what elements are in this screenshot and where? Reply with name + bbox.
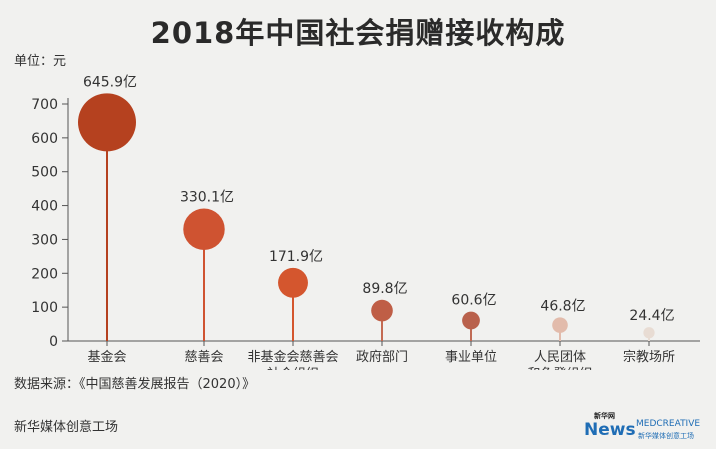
y-tick-label: 700 — [31, 97, 58, 113]
chart-title: 2018年中国社会捐赠接收构成 — [150, 16, 566, 50]
y-tick-label: 100 — [31, 300, 58, 316]
data-label: 60.6亿 — [451, 293, 496, 309]
lollipop-bubble — [371, 299, 393, 322]
x-tick-label: 慈善会 — [184, 349, 223, 365]
publisher-logos: News 新华网 MEDCREATIVE 新华媒体创意工场 — [584, 411, 700, 440]
lollipop-bubble — [462, 311, 480, 330]
medcreative-mark: MEDCREATIVE — [636, 419, 700, 429]
data-label: 171.9亿 — [269, 249, 323, 265]
data-label: 330.1亿 — [180, 190, 234, 206]
news-mark: News — [584, 420, 636, 440]
xinhua-mark: 新华网 — [594, 411, 615, 420]
x-tick-label: 和免登组织 — [527, 367, 592, 370]
credit-text: 新华媒体创意工场 — [14, 420, 119, 435]
lollipop-bubble — [183, 208, 225, 250]
x-tick-label: 政府部门 — [356, 350, 408, 365]
x-tick-label: 事业单位 — [445, 350, 497, 365]
data-label: 89.8亿 — [362, 281, 407, 297]
x-tick-label: 非基金会慈善会 — [247, 349, 338, 365]
data-label: 645.9亿 — [83, 74, 137, 90]
lollipop-bubble — [552, 317, 568, 333]
lollipop-bubble — [78, 93, 136, 152]
y-tick-label: 300 — [31, 232, 58, 248]
y-tick-label: 200 — [31, 266, 58, 282]
x-tick-label: 社会组织 — [267, 366, 319, 370]
y-tick-label: 600 — [31, 131, 58, 147]
x-tick-label: 人民团体 — [534, 350, 586, 365]
x-tick-label: 基金会 — [87, 349, 126, 365]
y-tick-label: 500 — [31, 165, 58, 181]
unit-label: 单位：元 — [14, 54, 67, 69]
medcreative-sub: 新华媒体创意工场 — [638, 431, 694, 440]
medcreative-logo: MEDCREATIVE 新华媒体创意工场 — [636, 419, 700, 440]
lollipop-bubble — [278, 267, 308, 298]
y-tick-label: 0 — [49, 334, 58, 350]
lollipop-bubble — [643, 327, 655, 339]
xinhua-news-logo: News 新华网 — [584, 411, 636, 440]
data-label: 24.4亿 — [629, 308, 674, 324]
data-source: 数据来源：《中国慈善发展报告（2020）》 — [14, 377, 256, 392]
x-tick-label: 宗教场所 — [623, 349, 675, 365]
data-label: 46.8亿 — [540, 298, 585, 314]
y-tick-label: 400 — [31, 199, 58, 215]
